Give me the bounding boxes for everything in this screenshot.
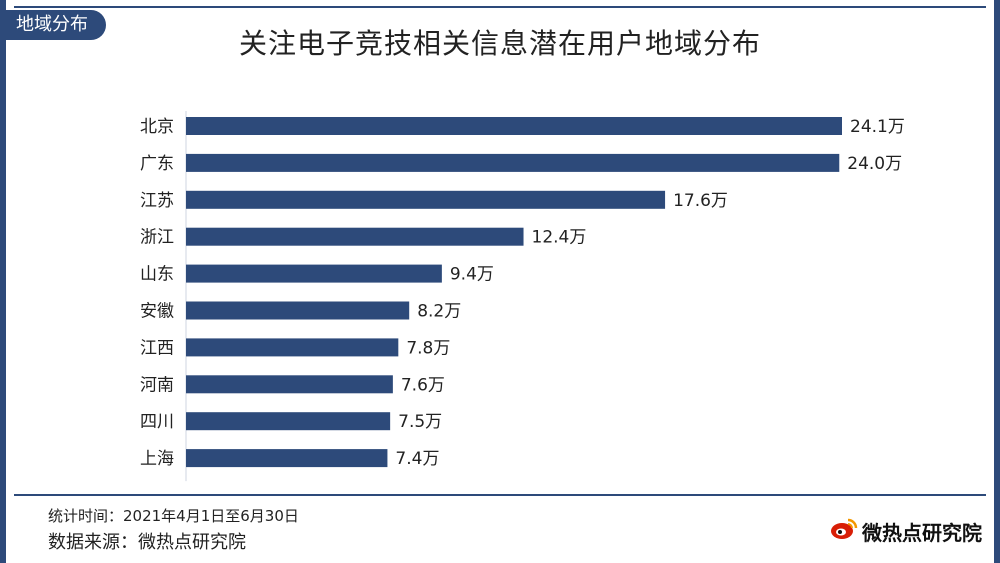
data-source: 数据来源：微热点研究院	[48, 532, 246, 553]
section-tag: 地域分布	[6, 10, 106, 40]
category-label: 广东	[140, 154, 174, 174]
value-label: 7.5万	[398, 412, 442, 432]
bar	[186, 190, 666, 209]
bar	[186, 227, 524, 246]
category-label: 四川	[140, 412, 174, 432]
chart-title: 关注电子竞技相关信息潜在用户地域分布	[238, 27, 761, 60]
value-label: 24.0万	[847, 154, 902, 174]
category-label: 江西	[140, 338, 174, 358]
value-label: 8.2万	[417, 302, 461, 322]
category-label: 河南	[140, 375, 174, 395]
logo-text: 微热点研究院	[862, 520, 982, 545]
value-label: 7.4万	[395, 449, 439, 469]
category-label: 上海	[140, 449, 174, 469]
bar	[186, 264, 442, 283]
category-label: 山东	[140, 265, 174, 285]
value-label: 9.4万	[450, 265, 494, 285]
top-rule	[14, 6, 986, 8]
bar	[186, 375, 393, 394]
bar	[186, 117, 842, 135]
bar	[186, 449, 388, 468]
value-label: 12.4万	[532, 228, 587, 248]
bar	[186, 412, 391, 431]
bottom-rule	[14, 494, 986, 496]
weiredian-logo: 微热点研究院	[830, 516, 982, 546]
bar	[186, 301, 410, 320]
value-label: 24.1万	[850, 117, 905, 137]
category-label: 北京	[140, 117, 174, 137]
category-label: 江苏	[140, 191, 174, 211]
category-label: 安徽	[140, 302, 174, 322]
category-label: 浙江	[140, 228, 174, 248]
value-label: 17.6万	[673, 191, 728, 211]
bar	[186, 338, 399, 357]
value-label: 7.6万	[401, 375, 445, 395]
stat-period: 统计时间：2021年4月1日至6月30日	[48, 507, 299, 525]
value-label: 7.8万	[406, 338, 450, 358]
bar	[186, 153, 840, 172]
weibo-eye-icon	[830, 517, 858, 545]
